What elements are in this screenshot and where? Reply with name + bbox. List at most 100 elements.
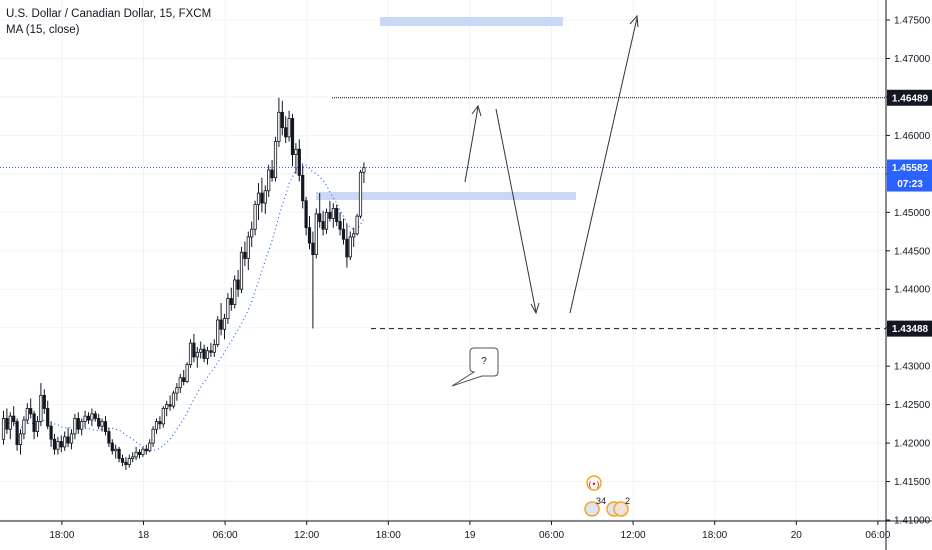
candle-down: [229, 298, 233, 306]
candle-up: [205, 350, 210, 359]
candle-up: [18, 433, 23, 446]
candle-up: [100, 421, 104, 427]
horizontal-levels: [0, 97, 886, 330]
candle-up: [216, 319, 220, 346]
candle-up: [355, 215, 359, 235]
candle-up: [69, 433, 74, 444]
candle-up: [226, 298, 230, 319]
candle-up: [263, 190, 267, 204]
candle-down: [192, 342, 196, 358]
candle-up: [294, 148, 298, 156]
candle-up: [246, 236, 250, 259]
candle-down: [236, 279, 240, 290]
symbol-title[interactable]: U.S. Dollar / Canadian Dollar, 15, FXCM: [6, 8, 212, 20]
arrow-head-1: [471, 104, 482, 117]
events[interactable]: (•) 34 2: [584, 475, 630, 517]
candle-down: [32, 413, 36, 432]
grid: [0, 0, 886, 521]
candle-down: [168, 404, 172, 407]
y-tick-label: 1.47500: [894, 16, 931, 27]
candle-down: [297, 148, 301, 176]
candle-up: [131, 456, 135, 459]
candle-down: [335, 208, 339, 222]
candle-down: [307, 227, 312, 244]
x-tick-label: 18:00: [49, 530, 74, 541]
y-tick-label: 1.46000: [894, 131, 931, 142]
candle-up: [314, 213, 318, 256]
event-flag-glyph: (•): [589, 480, 600, 489]
candle-down: [290, 118, 295, 156]
y-tick-label: 1.45000: [894, 208, 931, 219]
indicator-label[interactable]: MA (15, close): [6, 24, 80, 36]
candle-down: [124, 461, 128, 466]
candle-up: [56, 441, 60, 450]
candle-down: [144, 448, 148, 452]
candle-up: [22, 419, 26, 435]
candle-down: [76, 418, 80, 430]
candle-up: [277, 111, 281, 142]
candle-down: [338, 221, 342, 230]
y-tick-label: 1.42500: [894, 400, 931, 411]
y-tick-label: 1.44000: [894, 285, 931, 296]
candle-up: [287, 118, 291, 138]
candle-up: [185, 364, 189, 382]
y-tick-label: 1.42000: [894, 439, 931, 450]
candle-down: [120, 458, 125, 463]
candle-down: [49, 425, 53, 440]
candle-down: [93, 413, 97, 419]
candle-down: [301, 174, 305, 202]
candle-down: [260, 192, 264, 204]
current-price-badge-bg: [887, 159, 932, 176]
candle-down: [182, 377, 186, 382]
candle-down: [103, 421, 108, 432]
event-count-b: 2: [625, 496, 630, 506]
candle-up: [222, 318, 227, 330]
event-ca-flag-icon[interactable]: [613, 501, 629, 517]
candle-up: [114, 448, 118, 452]
y-tick-label: 1.41500: [894, 477, 931, 488]
candle-up: [195, 351, 199, 358]
candle-down: [107, 431, 111, 444]
candle-up: [188, 342, 193, 366]
event-us-flag-icon[interactable]: [584, 501, 600, 517]
candle-down: [66, 436, 70, 444]
candle-down: [243, 251, 247, 259]
candle-down: [42, 394, 46, 409]
event-flag-icon[interactable]: [586, 475, 602, 491]
candle-up: [171, 392, 176, 407]
callout-text: ?: [481, 356, 487, 367]
candle-down: [270, 169, 274, 179]
candle-down: [86, 415, 91, 421]
arrow-head-3: [629, 14, 639, 28]
candle-down: [137, 451, 142, 456]
candle-up: [127, 458, 131, 466]
low-price-badge: 1.43488: [892, 324, 929, 335]
middle-zone: [316, 192, 576, 200]
candle-up: [331, 208, 335, 219]
candle-up: [199, 348, 203, 353]
candle-down: [158, 421, 162, 425]
candle-down: [15, 421, 19, 446]
candle-up: [134, 451, 138, 458]
candle-down: [12, 415, 16, 422]
y-tick-label: 1.43000: [894, 362, 931, 373]
candle-down: [46, 408, 50, 427]
upper-zone: [380, 17, 563, 26]
candle-up: [80, 421, 84, 430]
candle-up: [8, 415, 12, 430]
arrow-head-2: [530, 302, 540, 315]
candle-up: [154, 421, 159, 430]
candle-down: [59, 441, 63, 448]
x-tick-label: 12:00: [294, 530, 319, 541]
candle-down: [304, 200, 308, 229]
projection-path-2: [495, 108, 537, 313]
candle-down: [284, 127, 288, 138]
highlight-zones: [316, 17, 576, 200]
candle-down: [29, 408, 33, 415]
candle-up: [148, 442, 152, 452]
current-price-badge: 1.45582: [892, 163, 929, 174]
candle-down: [117, 448, 121, 459]
callout-bubble: [451, 347, 499, 387]
candle-up: [348, 236, 352, 258]
